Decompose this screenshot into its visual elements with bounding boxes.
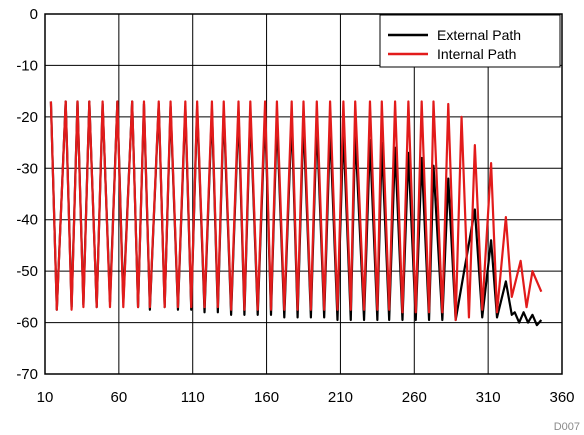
x-tick-label: 110 [181, 389, 205, 406]
legend-label: External Path [437, 27, 521, 43]
x-tick-label: 360 [549, 389, 574, 406]
y-tick-label: -20 [16, 109, 38, 126]
series-lines [49, 100, 543, 327]
y-tick-label: -30 [16, 160, 38, 177]
x-tick-label: 10 [37, 389, 54, 406]
y-tick-label: -10 [16, 57, 38, 74]
x-tick-label: 210 [328, 389, 353, 406]
legend: External Path Internal Path [379, 14, 561, 68]
plot-frame [44, 13, 563, 375]
figure-code: D007 [554, 421, 580, 433]
x-tick-label: 60 [111, 389, 128, 406]
x-tick-label: 260 [402, 389, 427, 406]
y-tick-label: -50 [16, 263, 38, 280]
x-tick-label: 310 [476, 389, 501, 406]
x-tick-labels: 10 60 110 160 210 260 310 360 [37, 389, 575, 406]
series-line-internal-path [49, 100, 543, 322]
y-tick-labels: 0 -10 -20 -30 -40 -50 -60 -70 [16, 6, 38, 383]
grid-lines [44, 13, 563, 375]
x-tick-label: 160 [254, 389, 279, 406]
legend-label: Internal Path [437, 46, 516, 62]
legend-box [379, 14, 561, 68]
y-tick-label: -60 [16, 315, 38, 332]
y-tick-label: 0 [30, 6, 38, 23]
y-tick-label: -70 [16, 366, 38, 383]
y-tick-label: -40 [16, 212, 38, 229]
